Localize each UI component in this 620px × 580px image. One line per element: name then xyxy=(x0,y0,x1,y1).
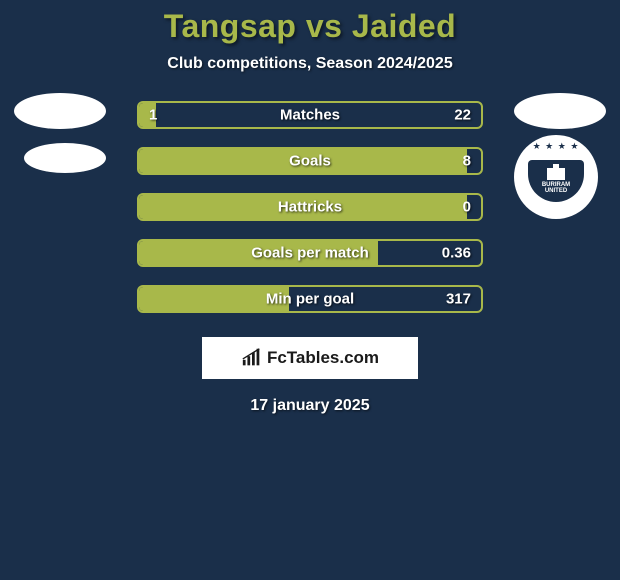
bar-left-value: 1 xyxy=(149,107,157,124)
left-team-badges xyxy=(14,93,106,173)
source-logo-text: FcTables.com xyxy=(267,348,379,368)
subtitle: Club competitions, Season 2024/2025 xyxy=(0,55,620,73)
crest-building-icon xyxy=(547,168,565,180)
crest-stars-icon: ★ ★ ★ ★ xyxy=(533,141,580,152)
comparison-bars: 1 Matches 22 Goals 8 Hattricks 0 Goals per matc… xyxy=(137,101,483,313)
bar-row: Goals per match 0.36 xyxy=(137,239,483,267)
bar-label: Goals per match xyxy=(251,245,369,262)
bar-label: Goals xyxy=(289,153,331,170)
bar-row: Goals 8 xyxy=(137,147,483,175)
date-label: 17 january 2025 xyxy=(0,397,620,415)
bar-row: 1 Matches 22 xyxy=(137,101,483,129)
bar-label: Matches xyxy=(280,107,340,124)
bars-chart-icon xyxy=(241,347,263,369)
right-ellipse xyxy=(514,93,606,129)
left-badge-1 xyxy=(14,93,106,129)
bar-right-value: 8 xyxy=(463,153,471,170)
bar-row: Min per goal 317 xyxy=(137,285,483,313)
chart-area: ★ ★ ★ ★ BURIRAM UNITED 1 Matches 22 Goals 8 H… xyxy=(0,101,620,313)
bar-label: Hattricks xyxy=(278,199,342,216)
right-club-crest: ★ ★ ★ ★ BURIRAM UNITED xyxy=(514,135,598,219)
bar-right-value: 22 xyxy=(454,107,471,124)
crest-team-sub: UNITED xyxy=(545,188,567,194)
left-badge-2 xyxy=(24,143,106,173)
crest-inner: BURIRAM UNITED xyxy=(528,160,584,202)
bar-right-value: 317 xyxy=(446,291,471,308)
bar-right-value: 0 xyxy=(463,199,471,216)
right-team-badge: ★ ★ ★ ★ BURIRAM UNITED xyxy=(514,93,606,219)
bar-row: Hattricks 0 xyxy=(137,193,483,221)
source-logo: FcTables.com xyxy=(202,337,418,379)
bar-right-value: 0.36 xyxy=(442,245,471,262)
page-title: Tangsap vs Jaided xyxy=(0,8,620,45)
bar-label: Min per goal xyxy=(266,291,354,308)
infographic-container: Tangsap vs Jaided Club competitions, Sea… xyxy=(0,0,620,415)
